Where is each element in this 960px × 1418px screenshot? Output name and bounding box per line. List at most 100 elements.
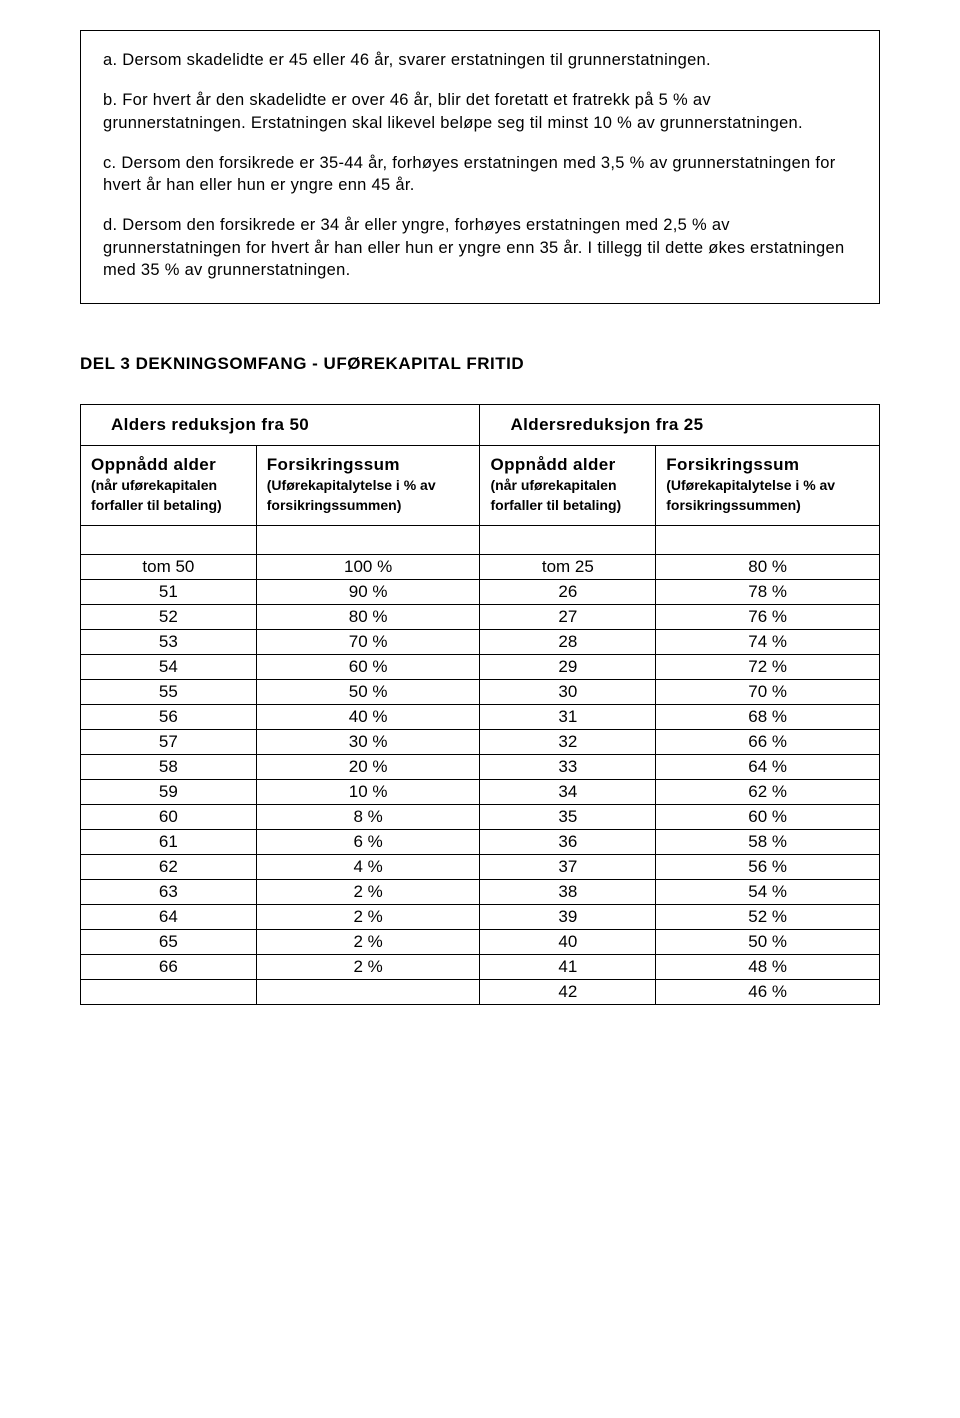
table-row: 5190 %2678 % bbox=[81, 580, 880, 605]
col1-header: Oppnådd alder (når uførekapitalen forfal… bbox=[81, 446, 257, 526]
table-cell: 65 bbox=[81, 930, 257, 955]
table-row: 642 %3952 % bbox=[81, 905, 880, 930]
table-cell: 20 % bbox=[256, 755, 480, 780]
table-cell: 54 bbox=[81, 655, 257, 680]
table-cell: 56 % bbox=[656, 855, 880, 880]
rules-box: a. Dersom skadelidte er 45 eller 46 år, … bbox=[80, 30, 880, 304]
table-cell: 8 % bbox=[256, 805, 480, 830]
spacer-row bbox=[81, 526, 880, 555]
table-cell: 2 % bbox=[256, 955, 480, 980]
table-cell: 58 bbox=[81, 755, 257, 780]
table-cell: 59 bbox=[81, 780, 257, 805]
table-cell: 90 % bbox=[256, 580, 480, 605]
table-cell: 33 bbox=[480, 755, 656, 780]
table-cell: 74 % bbox=[656, 630, 880, 655]
table-cell: 64 bbox=[81, 905, 257, 930]
age-reduction-table: Alders reduksjon fra 50 Aldersreduksjon … bbox=[80, 404, 880, 1005]
table-row: 5550 %3070 % bbox=[81, 680, 880, 705]
table-cell: 50 % bbox=[256, 680, 480, 705]
table-cell: 56 bbox=[81, 705, 257, 730]
table-cell: 28 bbox=[480, 630, 656, 655]
table-row: 5910 %3462 % bbox=[81, 780, 880, 805]
table-cell: 48 % bbox=[656, 955, 880, 980]
rule-b: b. For hvert år den skadelidte er over 4… bbox=[103, 89, 857, 134]
table-cell: 52 bbox=[81, 605, 257, 630]
table-cell: tom 25 bbox=[480, 555, 656, 580]
table-cell: 40 % bbox=[256, 705, 480, 730]
table-cell: 63 bbox=[81, 880, 257, 905]
table-cell: 100 % bbox=[256, 555, 480, 580]
table-cell: 32 bbox=[480, 730, 656, 755]
table-cell: 30 bbox=[480, 680, 656, 705]
table-row: 5730 %3266 % bbox=[81, 730, 880, 755]
table-cell: 68 % bbox=[656, 705, 880, 730]
table-cell: 60 % bbox=[256, 655, 480, 680]
table-cell: 80 % bbox=[256, 605, 480, 630]
table-cell: 29 bbox=[480, 655, 656, 680]
table-cell: 62 % bbox=[656, 780, 880, 805]
table-cell: 6 % bbox=[256, 830, 480, 855]
table-cell: 38 bbox=[480, 880, 656, 905]
table-cell bbox=[256, 980, 480, 1005]
table-row: 652 %4050 % bbox=[81, 930, 880, 955]
table-cell: 57 bbox=[81, 730, 257, 755]
table-cell: 80 % bbox=[656, 555, 880, 580]
table-cell: 64 % bbox=[656, 755, 880, 780]
table-cell: 46 % bbox=[656, 980, 880, 1005]
table-cell: 26 bbox=[480, 580, 656, 605]
table-row: 5460 %2972 % bbox=[81, 655, 880, 680]
rule-c: c. Dersom den forsikrede er 35-44 år, fo… bbox=[103, 152, 857, 197]
hdr-left: Alders reduksjon fra 50 bbox=[81, 405, 480, 446]
table-row: 5640 %3168 % bbox=[81, 705, 880, 730]
table-cell: 70 % bbox=[256, 630, 480, 655]
table-cell: 76 % bbox=[656, 605, 880, 630]
table-cell: tom 50 bbox=[81, 555, 257, 580]
col2-header: Forsikringssum (Uførekapitalytelse i % a… bbox=[256, 446, 480, 526]
table-row: 662 %4148 % bbox=[81, 955, 880, 980]
table-header-row: Alders reduksjon fra 50 Aldersreduksjon … bbox=[81, 405, 880, 446]
col4-header: Forsikringssum (Uførekapitalytelse i % a… bbox=[656, 446, 880, 526]
table-cell: 62 bbox=[81, 855, 257, 880]
table-row: 616 %3658 % bbox=[81, 830, 880, 855]
table-cell: 51 bbox=[81, 580, 257, 605]
table-cell: 27 bbox=[480, 605, 656, 630]
table-cell: 36 bbox=[480, 830, 656, 855]
table-cell: 66 bbox=[81, 955, 257, 980]
table-subheader-row: Oppnådd alder (når uførekapitalen forfal… bbox=[81, 446, 880, 526]
table-cell: 35 bbox=[480, 805, 656, 830]
table-cell: 42 bbox=[480, 980, 656, 1005]
table-cell: 2 % bbox=[256, 930, 480, 955]
table-cell: 41 bbox=[480, 955, 656, 980]
section-title: DEL 3 DEKNINGSOMFANG - UFØREKAPITAL FRIT… bbox=[80, 354, 880, 374]
table-row: 5370 %2874 % bbox=[81, 630, 880, 655]
table-row: 624 %3756 % bbox=[81, 855, 880, 880]
table-row: 5280 %2776 % bbox=[81, 605, 880, 630]
table-cell: 78 % bbox=[656, 580, 880, 605]
table-cell: 66 % bbox=[656, 730, 880, 755]
table-cell: 54 % bbox=[656, 880, 880, 905]
hdr-right: Aldersreduksjon fra 25 bbox=[480, 405, 880, 446]
table-cell: 60 % bbox=[656, 805, 880, 830]
table-cell: 61 bbox=[81, 830, 257, 855]
table-row: 632 %3854 % bbox=[81, 880, 880, 905]
table-cell: 50 % bbox=[656, 930, 880, 955]
table-cell: 53 bbox=[81, 630, 257, 655]
col3-header: Oppnådd alder (når uførekapitalen forfal… bbox=[480, 446, 656, 526]
table-cell: 60 bbox=[81, 805, 257, 830]
table-cell: 40 bbox=[480, 930, 656, 955]
table-cell: 52 % bbox=[656, 905, 880, 930]
table-cell: 58 % bbox=[656, 830, 880, 855]
table-cell: 37 bbox=[480, 855, 656, 880]
table-row: 4246 % bbox=[81, 980, 880, 1005]
table-cell: 34 bbox=[480, 780, 656, 805]
table-cell: 10 % bbox=[256, 780, 480, 805]
table-cell: 4 % bbox=[256, 855, 480, 880]
table-cell: 2 % bbox=[256, 905, 480, 930]
table-cell: 39 bbox=[480, 905, 656, 930]
table-cell bbox=[81, 980, 257, 1005]
rule-a: a. Dersom skadelidte er 45 eller 46 år, … bbox=[103, 49, 857, 71]
rule-d: d. Dersom den forsikrede er 34 år eller … bbox=[103, 214, 857, 281]
table-cell: 55 bbox=[81, 680, 257, 705]
table-cell: 70 % bbox=[656, 680, 880, 705]
table-cell: 2 % bbox=[256, 880, 480, 905]
